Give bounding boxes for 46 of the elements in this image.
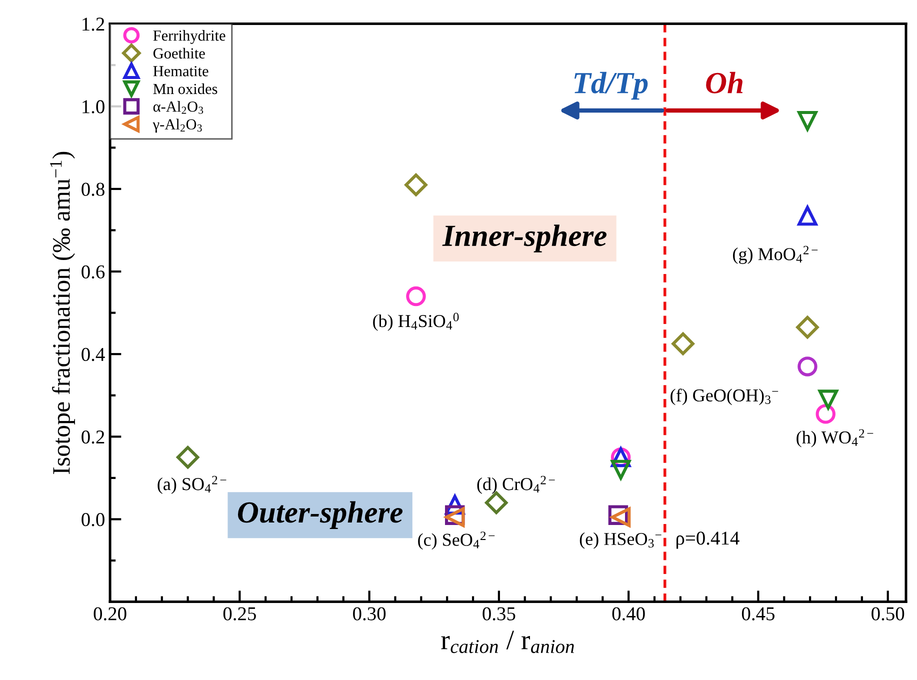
legend-label: Goethite — [153, 48, 205, 59]
annotation: (a) SO$_{4}$$^{2−}$ — [158, 476, 226, 494]
y-tick-label: 1.0 — [82, 100, 104, 114]
x-tick-label: 0.40 — [612, 607, 645, 620]
y-tick-label: 1.2 — [82, 18, 104, 31]
annotation: Outer-sphere — [238, 501, 403, 529]
point — [796, 316, 819, 339]
annotation: Inner-sphere — [442, 224, 607, 252]
point — [610, 460, 631, 480]
x-tick-label: 0.20 — [94, 607, 126, 620]
annotation: (f) GeO(OH)$_{3}$$^{−}$ — [670, 388, 778, 406]
x-tick-label: 0.25 — [223, 607, 256, 620]
annotation: Td/Tp — [574, 72, 648, 100]
x-tick-label: 0.50 — [872, 607, 904, 620]
annotation: (h) WO$_{4}$$^{2−}$ — [796, 429, 874, 448]
annotation: (c) SeO$_{4}$$^{2−}$ — [418, 532, 495, 550]
annotation: (e) HSeO$_{3}$$^{−}$ — [580, 532, 662, 549]
legend-label: Ferrihydrite — [153, 30, 226, 44]
point — [404, 173, 428, 196]
x-tick-label: 0.45 — [742, 607, 774, 620]
annotation: Oh — [706, 72, 743, 94]
y-tick-label: 0.6 — [82, 265, 105, 279]
point — [798, 356, 818, 376]
point — [176, 446, 200, 469]
y-tick-label: 0.8 — [82, 182, 104, 196]
legend-label: α-Al$_{2}$O$_{3}$ — [153, 101, 204, 114]
ref-line-label: ρ=0.414 — [676, 532, 740, 549]
annotation: (d) CrO$_{4}$$^{2−}$ — [477, 476, 555, 494]
y-tick-label: 0.0 — [82, 513, 104, 526]
point — [816, 404, 836, 424]
legend-label: Mn oxides — [153, 83, 218, 94]
annotation: (g) MoO$_{4}$$^{2−}$ — [733, 246, 818, 264]
x-tick-label: 0.30 — [353, 607, 386, 620]
y-tick-label: 0.2 — [82, 430, 104, 444]
point — [798, 206, 818, 226]
point — [798, 110, 818, 131]
annotation: (b) H$_{4}$SiO$_{4}$$^{0}$ — [373, 312, 459, 331]
x-axis-title: r$_{cation}$ / r$_{anion}$ — [441, 630, 574, 654]
legend-label: γ-Al$_{2}$O$_{3}$ — [152, 118, 202, 133]
point — [406, 286, 426, 306]
legend-label: Hematite — [153, 66, 208, 76]
x-tick-label: 0.35 — [482, 607, 516, 620]
y-tick-label: 0.4 — [82, 348, 105, 362]
y-axis-title: Isotope fractionation (‰ amu$^{−1}$) — [50, 152, 75, 474]
point — [818, 390, 838, 410]
point — [672, 332, 694, 356]
